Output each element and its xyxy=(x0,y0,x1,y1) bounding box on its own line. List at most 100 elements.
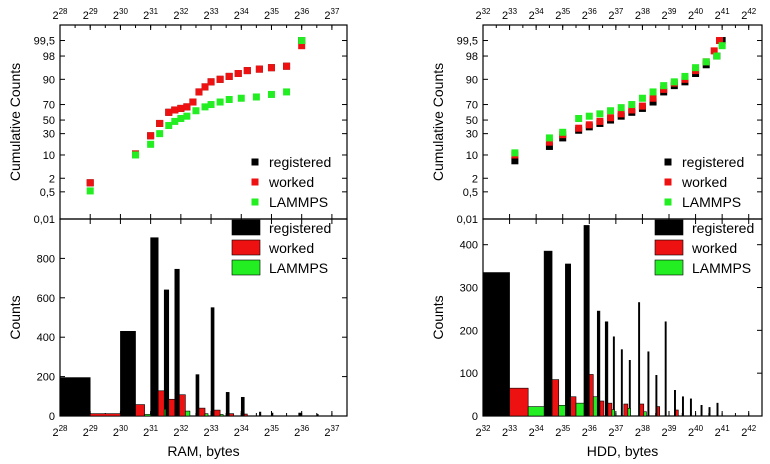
x-tick-label: 231 xyxy=(143,424,159,439)
bar-registered xyxy=(174,268,180,417)
top-tick-label: 239 xyxy=(661,7,677,22)
point-LAMMPS xyxy=(132,151,140,159)
hist-ytick-label: 800 xyxy=(37,253,55,265)
top-tick-label: 242 xyxy=(741,7,757,22)
cum-ytick-label: 50 xyxy=(466,115,478,127)
bar-registered xyxy=(163,289,170,417)
x-tick-label: 234 xyxy=(529,424,545,439)
point-worked xyxy=(575,124,583,132)
x-tick-label: 235 xyxy=(555,424,571,439)
bar-worked xyxy=(179,394,186,417)
top-tick-label: 238 xyxy=(635,7,651,22)
hist-xlabel: RAM, bytes xyxy=(167,443,239,459)
point-worked xyxy=(298,42,306,50)
point-LAMMPS xyxy=(628,101,636,109)
point-worked xyxy=(165,108,173,116)
legend-label-LAMMPS: LAMMPS xyxy=(269,260,328,276)
top-tick-label: 237 xyxy=(608,7,624,22)
bar-LAMMPS xyxy=(558,404,566,417)
cum-ytick-label: 10 xyxy=(43,150,55,162)
legend-label-LAMMPS: LAMMPS xyxy=(692,260,751,276)
cum-ytick-label: 30 xyxy=(466,129,478,141)
bar-worked xyxy=(551,379,560,417)
cum-ytick-label: 0,01 xyxy=(457,214,478,226)
hist-ytick-label: 200 xyxy=(460,325,478,337)
point-worked xyxy=(207,78,215,86)
ram-panel-group: 228 229 230 231 232 233 234 235 236 237 0,01 0,5 2 10… xyxy=(7,7,348,459)
bar-registered xyxy=(298,412,302,417)
hist-ytick-label: 200 xyxy=(37,372,55,384)
top-tick-label: 235 xyxy=(555,7,571,22)
point-worked xyxy=(607,114,615,122)
top-tick-label: 241 xyxy=(715,7,731,22)
point-worked xyxy=(649,94,657,102)
hist-ytick-label: 100 xyxy=(460,368,478,380)
point-LAMMPS xyxy=(216,98,224,106)
bar-worked xyxy=(588,374,594,417)
point-worked xyxy=(189,98,197,106)
point-worked xyxy=(147,132,155,140)
point-worked xyxy=(283,62,291,70)
legend-label-worked: worked xyxy=(681,174,727,190)
cum-ytick-label: 30 xyxy=(43,129,55,141)
bar-LAMMPS xyxy=(163,408,167,417)
x-tick-label: 234 xyxy=(234,424,250,439)
legend-marker-registered xyxy=(251,158,259,166)
bar-registered xyxy=(655,375,658,417)
legend-marker-LAMMPS xyxy=(251,198,259,206)
bar-LAMMPS xyxy=(611,409,615,417)
bar-LAMMPS xyxy=(204,413,209,417)
point-LAMMPS xyxy=(692,64,700,72)
x-tick-label: 241 xyxy=(715,424,731,439)
x-tick-label: 236 xyxy=(582,424,598,439)
bar-registered xyxy=(259,411,262,417)
hist-ylabel: Counts xyxy=(430,295,446,339)
bar-registered xyxy=(271,412,274,417)
cum-ytick-label: 0,5 xyxy=(463,187,478,199)
point-LAMMPS xyxy=(225,95,233,103)
hist-ylabel: Counts xyxy=(7,295,23,339)
top-tick-label: 232 xyxy=(173,7,189,22)
legend-marker-LAMMPS xyxy=(664,198,672,206)
bar-worked xyxy=(157,390,165,417)
bar-registered xyxy=(240,396,245,417)
legend-swatch-LAMMPS xyxy=(654,259,684,276)
bar-worked xyxy=(228,413,235,417)
point-LAMMPS xyxy=(156,130,164,138)
legend-label-registered: registered xyxy=(692,220,754,236)
legend-label-LAMMPS: LAMMPS xyxy=(682,194,741,210)
point-registered xyxy=(511,157,519,165)
legend-label-registered: registered xyxy=(269,220,331,236)
point-LAMMPS xyxy=(660,82,668,90)
bar-worked xyxy=(213,409,221,417)
bar-worked xyxy=(198,407,206,417)
point-worked xyxy=(715,37,723,45)
top-tick-label: 236 xyxy=(582,7,598,22)
bar-registered xyxy=(565,263,571,417)
x-tick-label: 233 xyxy=(204,424,220,439)
point-LAMMPS xyxy=(86,187,94,195)
hist-ytick-label: 0 xyxy=(472,411,478,423)
cum-ytick-label: 98 xyxy=(466,51,478,63)
point-worked xyxy=(585,121,593,129)
x-tick-label: 235 xyxy=(264,424,280,439)
point-registered xyxy=(649,98,657,106)
bar-worked xyxy=(243,413,248,417)
cum-ytick-label: 10 xyxy=(466,150,478,162)
bar-LAMMPS xyxy=(592,396,598,417)
point-LAMMPS xyxy=(713,52,721,60)
bar-registered xyxy=(195,374,200,417)
point-LAMMPS xyxy=(681,72,689,80)
x-tick-label: 237 xyxy=(608,424,624,439)
point-LAMMPS xyxy=(607,107,615,115)
cum-ytick-label: 0,01 xyxy=(34,214,55,226)
point-LAMMPS xyxy=(165,121,173,129)
point-LAMMPS xyxy=(207,101,215,109)
legend-label-worked: worked xyxy=(691,240,737,256)
point-LAMMPS xyxy=(617,104,625,112)
cum-ytick-label: 0,5 xyxy=(40,187,55,199)
bar-worked xyxy=(570,396,577,417)
bar-registered xyxy=(674,390,676,417)
legend-swatch-registered xyxy=(231,219,261,236)
legend-label-registered: registered xyxy=(269,154,331,170)
